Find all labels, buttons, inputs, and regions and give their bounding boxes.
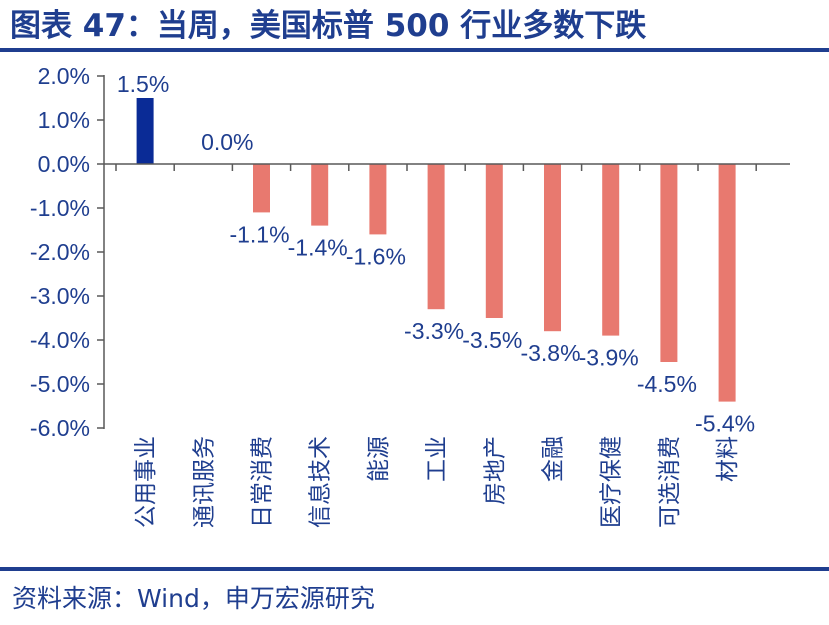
data-label-1: 1.5%	[117, 71, 169, 97]
category-label-3: 日常消费	[249, 436, 275, 528]
y-tick-label: -1.0%	[30, 195, 90, 221]
category-label-9: 医疗保健	[598, 436, 624, 528]
source-note: 资料来源：Wind，申万宏源研究	[12, 584, 375, 613]
y-axis-ticks: 2.0% 1.0% 0.0% -1.0% -2.0% -3.0% -4.0% -5.0% -6.…	[30, 63, 104, 441]
bar-7	[485, 164, 503, 318]
category-label-5: 能源	[365, 436, 391, 482]
data-label-11: -5.4%	[695, 411, 755, 437]
data-label-3: -1.1%	[229, 221, 289, 247]
category-label-4: 信息技术	[307, 436, 333, 528]
bar-10	[660, 164, 678, 362]
data-label-7: -3.5%	[462, 327, 522, 353]
category-label-7: 房地产	[481, 436, 507, 505]
data-label-8: -3.8%	[520, 340, 580, 366]
y-tick-label: -4.0%	[30, 327, 90, 353]
category-label-8: 金融	[540, 436, 566, 482]
category-label-2: 通讯服务	[190, 436, 216, 528]
data-labels: 1.5% 0.0% -1.1%-1.4%-1.6% -3.3%-3.5%-3.8%-3…	[117, 71, 755, 437]
y-tick-label: 1.0%	[38, 107, 90, 133]
axes	[103, 75, 790, 429]
y-tick-label: -3.0%	[30, 283, 90, 309]
data-label-9: -3.9%	[579, 345, 639, 371]
category-label-1: 公用事业	[132, 436, 158, 528]
category-label-11: 材料	[714, 436, 740, 482]
bar-4	[311, 164, 329, 226]
bar-1	[136, 98, 154, 164]
bar-8	[544, 164, 561, 332]
category-label-10: 可选消费	[656, 436, 682, 528]
y-tick-label: -6.0%	[30, 415, 90, 441]
y-tick-label: -2.0%	[30, 239, 90, 265]
data-label-6: -3.3%	[404, 318, 464, 344]
data-label-5: -1.6%	[346, 243, 406, 269]
category-label-6: 工业	[423, 436, 449, 482]
y-tick-label: 0.0%	[38, 151, 90, 177]
bars	[136, 98, 736, 402]
bar-9	[602, 164, 620, 336]
y-tick-label: 2.0%	[38, 63, 90, 89]
data-label-10: -4.5%	[637, 371, 697, 397]
y-tick-label: -5.0%	[30, 371, 90, 397]
source-divider	[0, 567, 829, 571]
chart-title: 图表 47：当周，美国标普 500 行业多数下跌	[10, 8, 647, 44]
bar-chart: 2.0% 1.0% 0.0% -1.0% -2.0% -3.0% -4.0% -5.0% -6.…	[30, 63, 790, 528]
bar-11	[718, 164, 736, 402]
bar-6	[427, 164, 445, 310]
data-label-2: 0.0%	[201, 129, 253, 155]
x-axis-labels: 公用事业 通讯服务 日常消费 信息技术 能源 工业 房地产 金融 医疗保健 可选消费 材料	[132, 436, 740, 528]
title-underline	[0, 48, 829, 52]
bar-3	[253, 164, 270, 213]
bar-5	[369, 164, 387, 235]
data-label-4: -1.4%	[288, 235, 348, 261]
